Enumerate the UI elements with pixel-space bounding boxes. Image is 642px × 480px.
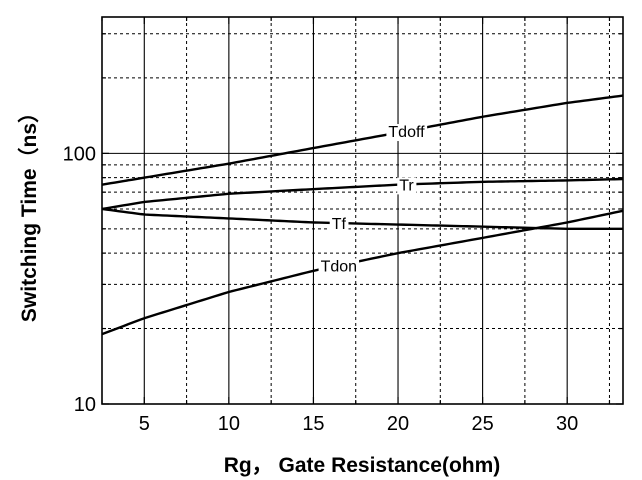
plot-frame (101, 16, 624, 405)
series-label-tr: Tr (399, 177, 414, 194)
y-tick-label: 100 (63, 143, 96, 165)
series-line-tdon (101, 209, 624, 336)
series-label-background (386, 124, 428, 142)
grid (101, 17, 623, 404)
x-tick-label: 20 (387, 413, 409, 435)
x-tick-label: 10 (218, 413, 240, 435)
series-label-background (329, 216, 349, 234)
series-labels: Tdoff Tr Tf Tdon (318, 124, 428, 276)
series-line-tdoff (101, 94, 624, 186)
series-label-tdon: Tdon (321, 258, 357, 275)
series-lines (101, 94, 624, 336)
x-tick-label: 15 (302, 413, 324, 435)
series-line-tr (101, 177, 624, 211)
x-tick-label: 25 (471, 413, 493, 435)
series-label-background (397, 177, 417, 195)
x-axis-title: Rg， Gate Resistance(ohm) (224, 454, 501, 477)
series-label-tf: Tf (332, 216, 347, 233)
y-tick-label: 10 (74, 394, 96, 416)
series-label-background (318, 258, 360, 276)
y-axis-title: Switching Time（ns） (17, 102, 41, 322)
axis-ticks: 5 10 15 20 25 30 10 100 (63, 17, 623, 435)
x-tick-label: 5 (139, 413, 150, 435)
x-tick-label: 30 (556, 413, 578, 435)
series-label-tdoff: Tdoff (388, 124, 425, 141)
